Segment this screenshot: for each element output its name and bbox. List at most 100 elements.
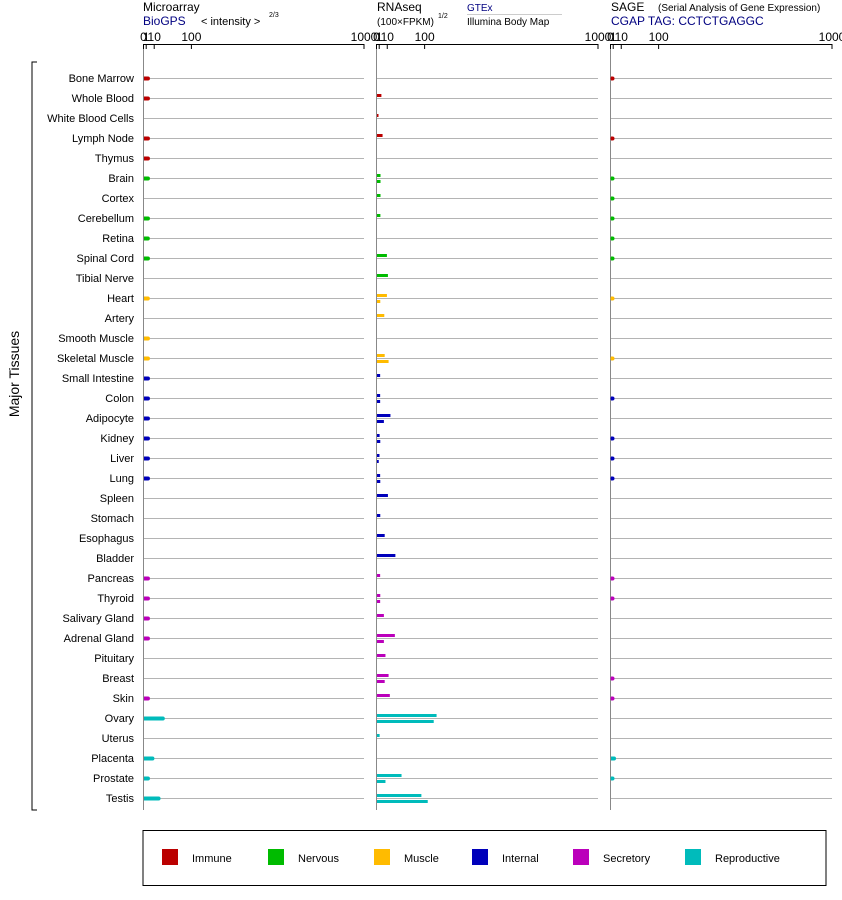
bar-rnaseq-gtex-whole-blood[interactable] <box>377 94 382 97</box>
bar-cap-sage-lung <box>610 476 615 481</box>
sage-tick-label-1000: 1000 <box>819 30 842 44</box>
tissue-label-adrenal-gland: Adrenal Gland <box>64 633 134 645</box>
microarray-tick-label-0: 0 <box>140 30 147 44</box>
bar-rnaseq-illumina-body-map-prostate[interactable] <box>377 780 386 783</box>
tissue-label-adipocyte: Adipocyte <box>86 413 134 425</box>
legend-item-internal: Internal <box>472 849 539 865</box>
bar-cap-microarray-whole-blood <box>145 96 150 101</box>
bar-rnaseq-gtex-kidney[interactable] <box>377 434 380 437</box>
bar-rnaseq-gtex-lung[interactable] <box>377 474 381 477</box>
bar-rnaseq-gtex-spleen[interactable] <box>377 494 388 497</box>
bar-cap-microarray-small-intestine <box>145 376 150 381</box>
bar-rnaseq-gtex-thyroid[interactable] <box>377 594 381 597</box>
bar-rnaseq-gtex-spinal-cord[interactable] <box>377 254 387 257</box>
tissue-label-breast: Breast <box>102 673 134 685</box>
bar-rnaseq-gtex-testis[interactable] <box>377 794 422 797</box>
tissue-label-kidney: Kidney <box>100 433 134 445</box>
tissue-label-skeletal-muscle: Skeletal Muscle <box>57 353 134 365</box>
bar-rnaseq-illumina-body-map-ovary[interactable] <box>377 720 434 723</box>
bar-rnaseq-gtex-uterus[interactable] <box>377 734 380 737</box>
tissue-label-artery: Artery <box>105 313 135 325</box>
tissue-label-thyroid: Thyroid <box>97 593 134 605</box>
tissue-label-cerebellum: Cerebellum <box>78 213 134 225</box>
bar-cap-microarray-retina <box>145 236 150 241</box>
bar-rnaseq-illumina-body-map-brain[interactable] <box>377 180 381 183</box>
sage-subtitle: (Serial Analysis of Gene Expression) <box>658 3 820 14</box>
bar-rnaseq-gtex-liver[interactable] <box>377 454 380 457</box>
bar-rnaseq-gtex-adipocyte[interactable] <box>377 414 391 417</box>
bar-rnaseq-gtex-cortex[interactable] <box>377 194 381 197</box>
tissue-label-prostate: Prostate <box>93 773 134 785</box>
bar-rnaseq-illumina-body-map-liver[interactable] <box>377 460 379 463</box>
microarray-unit: < intensity > <box>201 16 260 28</box>
tissue-label-skin: Skin <box>113 693 134 705</box>
bar-cap-sage-retina <box>610 236 615 241</box>
legend-item-nervous: Nervous <box>268 849 339 865</box>
bar-rnaseq-gtex-bladder[interactable] <box>377 554 396 557</box>
bar-rnaseq-gtex-colon[interactable] <box>377 394 381 397</box>
bar-cap-microarray-lung <box>145 476 150 481</box>
rnaseq-source-gtex[interactable]: GTEx <box>467 3 493 14</box>
tissue-label-cortex: Cortex <box>102 193 135 205</box>
rnaseq-unit: (100×FPKM) <box>377 17 434 28</box>
bar-microarray-ovary[interactable] <box>144 716 163 721</box>
bar-rnaseq-gtex-small-intestine[interactable] <box>377 374 381 377</box>
bar-rnaseq-illumina-body-map-adrenal-gland[interactable] <box>377 640 384 643</box>
bar-rnaseq-illumina-body-map-lung[interactable] <box>377 480 381 483</box>
bar-cap-sage-cortex <box>610 196 615 201</box>
tissue-label-retina: Retina <box>102 233 135 245</box>
bar-rnaseq-gtex-heart[interactable] <box>377 294 387 297</box>
sage-tick-label-10: 10 <box>615 30 629 44</box>
sage-header: SAGE (Serial Analysis of Gene Expression… <box>611 0 820 28</box>
bar-rnaseq-illumina-body-map-breast[interactable] <box>377 680 385 683</box>
legend-item-immune: Immune <box>162 849 232 865</box>
microarray-source[interactable]: BioGPS <box>143 14 186 28</box>
bar-rnaseq-gtex-ovary[interactable] <box>377 714 437 717</box>
legend-label-muscle: Muscle <box>404 853 439 865</box>
tissue-label-testis: Testis <box>106 793 135 805</box>
bar-rnaseq-gtex-breast[interactable] <box>377 674 389 677</box>
bar-rnaseq-gtex-cerebellum[interactable] <box>377 214 381 217</box>
legend-label-secretory: Secretory <box>603 853 651 865</box>
bar-rnaseq-gtex-skeletal-muscle[interactable] <box>377 354 385 357</box>
bar-cap-microarray-colon <box>145 396 150 401</box>
rnaseq-tick-label-10: 10 <box>381 30 395 44</box>
tissue-label-ovary: Ovary <box>105 713 135 725</box>
tissue-label-liver: Liver <box>110 453 134 465</box>
bar-rnaseq-gtex-stomach[interactable] <box>377 514 381 517</box>
tissue-label-tibial-nerve: Tibial Nerve <box>76 273 134 285</box>
bar-cap-microarray-liver <box>145 456 150 461</box>
tissue-label-esophagus: Esophagus <box>79 533 135 545</box>
bar-rnaseq-illumina-body-map-adipocyte[interactable] <box>377 420 384 423</box>
bar-rnaseq-gtex-prostate[interactable] <box>377 774 402 777</box>
bar-rnaseq-gtex-white-blood-cells[interactable] <box>377 114 379 117</box>
bar-rnaseq-gtex-skin[interactable] <box>377 694 390 697</box>
bar-microarray-testis[interactable] <box>144 796 159 801</box>
rnaseq-tick-label-0: 0 <box>373 30 380 44</box>
bar-rnaseq-illumina-body-map-skeletal-muscle[interactable] <box>377 360 389 363</box>
bar-rnaseq-gtex-artery[interactable] <box>377 314 385 317</box>
bar-rnaseq-gtex-salivary-gland[interactable] <box>377 614 384 617</box>
bar-rnaseq-gtex-tibial-nerve[interactable] <box>377 274 388 277</box>
bar-rnaseq-illumina-body-map-heart[interactable] <box>377 300 381 303</box>
tissue-label-brain: Brain <box>108 173 134 185</box>
legend-swatch-secretory <box>573 849 589 865</box>
bar-rnaseq-gtex-pituitary[interactable] <box>377 654 386 657</box>
bar-rnaseq-gtex-pancreas[interactable] <box>377 574 381 577</box>
bar-cap-microarray-thyroid <box>145 596 150 601</box>
rnaseq-unit-exponent: 1/2 <box>438 13 448 20</box>
bar-cap-sage-heart <box>610 296 615 301</box>
bar-rnaseq-illumina-body-map-kidney[interactable] <box>377 440 381 443</box>
bar-rnaseq-gtex-esophagus[interactable] <box>377 534 385 537</box>
bar-rnaseq-illumina-body-map-testis[interactable] <box>377 800 428 803</box>
bar-rnaseq-gtex-brain[interactable] <box>377 174 381 177</box>
bar-microarray-placenta[interactable] <box>144 756 153 761</box>
tissue-label-bone-marrow: Bone Marrow <box>69 73 134 85</box>
bar-rnaseq-illumina-body-map-colon[interactable] <box>377 400 381 403</box>
bar-rnaseq-illumina-body-map-thyroid[interactable] <box>377 600 381 603</box>
sage-tag[interactable]: CGAP TAG: CCTCTGAGGC <box>611 14 764 28</box>
bar-rnaseq-gtex-adrenal-gland[interactable] <box>377 634 395 637</box>
bar-rnaseq-gtex-lymph-node[interactable] <box>377 134 383 137</box>
legend-swatch-muscle <box>374 849 390 865</box>
